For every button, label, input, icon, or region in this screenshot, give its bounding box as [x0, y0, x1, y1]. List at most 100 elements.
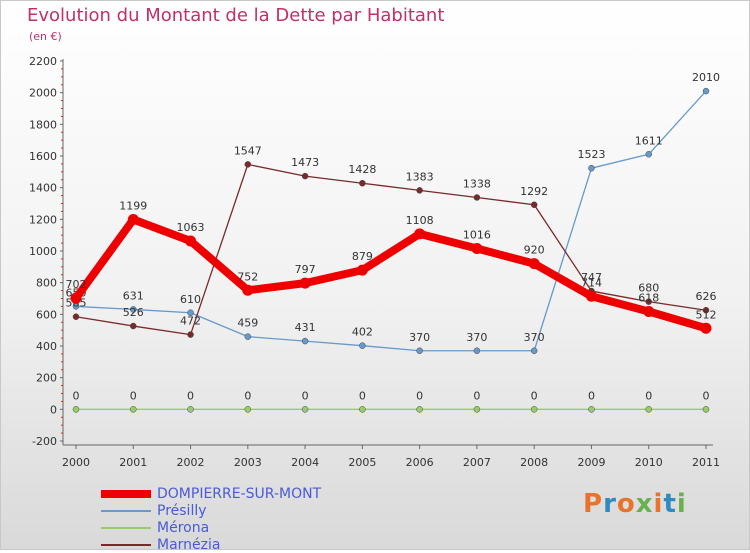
- data-label: 1611: [635, 134, 663, 147]
- data-label: 1523: [577, 148, 605, 161]
- data-point: [359, 406, 366, 413]
- data-label: 0: [359, 389, 366, 402]
- series-dompierre-sur-mont: 702 1199 1063 752 797 879 1108 1016 920 714 618 512: [66, 199, 717, 334]
- data-label: 459: [237, 317, 258, 330]
- legend-label: Marnézia: [157, 537, 221, 553]
- data-point: [187, 331, 194, 338]
- legend-swatch: [101, 510, 151, 512]
- data-point: [528, 258, 540, 270]
- logo-letter: r: [603, 489, 617, 519]
- data-point: [588, 164, 595, 172]
- data-point: [471, 242, 483, 254]
- data-point: [185, 235, 197, 247]
- data-point: [585, 290, 597, 302]
- data-label: 626: [696, 290, 717, 303]
- data-point: [530, 347, 538, 354]
- y-tick-label: 2200: [29, 55, 57, 68]
- data-label: 431: [295, 321, 316, 334]
- y-tick-label: 800: [36, 277, 57, 290]
- proxiti-logo: Proxiti: [583, 489, 687, 519]
- data-label: 797: [295, 263, 316, 276]
- data-point: [643, 305, 655, 317]
- data-point: [244, 406, 252, 413]
- data-point: [416, 187, 423, 194]
- data-label: 879: [352, 250, 373, 263]
- data-label: 0: [588, 389, 595, 402]
- data-label: 610: [180, 293, 201, 306]
- data-label: 370: [524, 331, 545, 344]
- x-tick-label: 2006: [406, 456, 434, 469]
- x-tick-label: 2010: [635, 456, 663, 469]
- data-label: 1428: [348, 163, 376, 176]
- data-point: [416, 406, 423, 413]
- data-point: [359, 179, 366, 187]
- y-tick-label: 600: [36, 308, 57, 321]
- series-marn-zia: 5855264721547147314281383133812927476806…: [66, 144, 717, 338]
- data-point: [530, 201, 538, 209]
- data-label: 526: [123, 306, 144, 319]
- data-point: [473, 406, 481, 413]
- data-label: 0: [703, 389, 710, 402]
- data-label: 1547: [234, 144, 262, 157]
- data-point: [301, 406, 309, 413]
- data-point: [242, 284, 254, 296]
- data-label: 0: [531, 389, 538, 402]
- y-tick-label: 2000: [29, 87, 57, 100]
- chart-title: Evolution du Montant de la Dette par Hab…: [27, 5, 445, 26]
- data-label: 920: [524, 244, 545, 257]
- data-label: 472: [180, 315, 201, 328]
- x-tick-label: 2004: [291, 456, 319, 469]
- data-label: 1473: [291, 156, 319, 169]
- data-label: 402: [352, 326, 373, 339]
- legend-item: Mérona: [101, 520, 209, 536]
- data-label: 680: [638, 282, 659, 295]
- data-point: [700, 322, 712, 334]
- data-label: 2010: [692, 71, 720, 84]
- data-point: [244, 161, 252, 168]
- data-point: [473, 194, 481, 201]
- data-point: [645, 406, 652, 413]
- legend-item: DOMPIERRE-SUR-MONT: [101, 486, 321, 502]
- data-point: [301, 172, 309, 180]
- data-label: 1063: [177, 221, 205, 234]
- data-point: [244, 333, 252, 340]
- data-label: 702: [66, 278, 87, 291]
- legend-swatch: [101, 490, 151, 498]
- legend-swatch: [101, 544, 151, 546]
- data-point: [187, 406, 194, 413]
- data-point: [72, 406, 80, 413]
- data-point: [530, 406, 538, 413]
- legend-label: DOMPIERRE-SUR-MONT: [157, 486, 322, 502]
- data-label: 714: [581, 276, 602, 289]
- data-label: 1199: [119, 199, 147, 212]
- data-label: 1292: [520, 185, 548, 198]
- logo-letter: x: [635, 489, 654, 519]
- y-tick-label: 1400: [29, 182, 57, 195]
- series-line: [75, 90, 707, 352]
- series-line: [75, 163, 707, 336]
- x-tick-label: 2008: [520, 456, 548, 469]
- data-point: [416, 347, 423, 354]
- data-label: 0: [473, 389, 480, 402]
- data-point: [130, 406, 137, 413]
- data-label: 370: [409, 331, 430, 344]
- data-label: 0: [130, 389, 137, 402]
- data-label: 0: [645, 389, 652, 402]
- data-label: 0: [187, 389, 194, 402]
- legend-swatch: [101, 527, 151, 529]
- x-tick-label: 2005: [348, 456, 376, 469]
- data-point: [356, 264, 368, 276]
- y-tick-label: 0: [50, 403, 57, 416]
- series-pr-silly: 650631610459431402370370370152316112010: [66, 71, 720, 354]
- chart-subtitle: (en €): [29, 30, 62, 43]
- data-point: [645, 298, 652, 305]
- logo-letter: t: [663, 489, 677, 519]
- x-tick-label: 2007: [463, 456, 491, 469]
- y-tick-label: 1000: [29, 245, 57, 258]
- y-tick-label: 400: [36, 340, 57, 353]
- data-point: [414, 228, 426, 240]
- x-tick-label: 2011: [692, 456, 720, 469]
- x-tick-label: 2002: [177, 456, 205, 469]
- data-point: [130, 322, 137, 330]
